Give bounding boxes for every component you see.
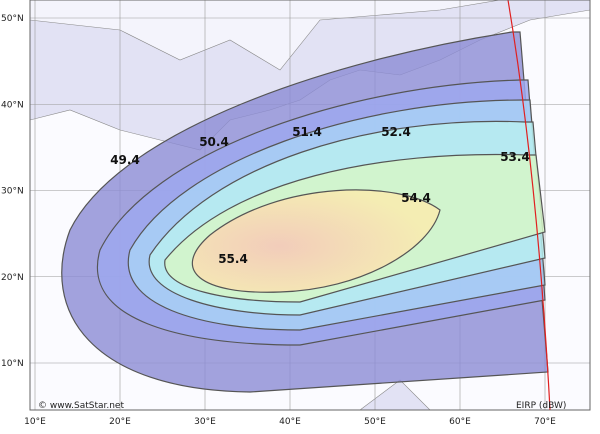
contour-label: 49.4 [110,153,140,167]
map-area [30,0,590,410]
longitude-label: 10°E [24,417,46,427]
frame [29,0,591,411]
longitude-label: 50°E [364,417,386,427]
contour-label: 50.4 [199,135,229,149]
credit: © www.SatStar.net [38,401,124,411]
land-north [30,0,501,71]
latitude-label: 50°N [1,14,24,24]
contour-label: 52.4 [381,125,411,139]
contour-label: 55.4 [218,252,248,266]
latitude-label: 40°N [1,100,24,110]
longitude-label: 70°E [534,417,556,427]
latitude-label: 30°N [1,187,24,197]
contour-label: 54.4 [401,191,431,205]
visibility-limit [507,0,551,410]
longitude-label: 40°E [279,417,301,427]
contour-label: 51.4 [292,125,322,139]
legend-unit: EIRP (dBW) [516,401,566,411]
latitude-label: 20°N [1,273,24,283]
longitude-label: 60°E [449,417,471,427]
latitude-label: 10°N [1,359,24,369]
contour-label: 53.4 [500,150,530,164]
contour [191,189,441,293]
longitude-label: 30°E [194,417,216,427]
longitude-label: 20°E [109,417,131,427]
